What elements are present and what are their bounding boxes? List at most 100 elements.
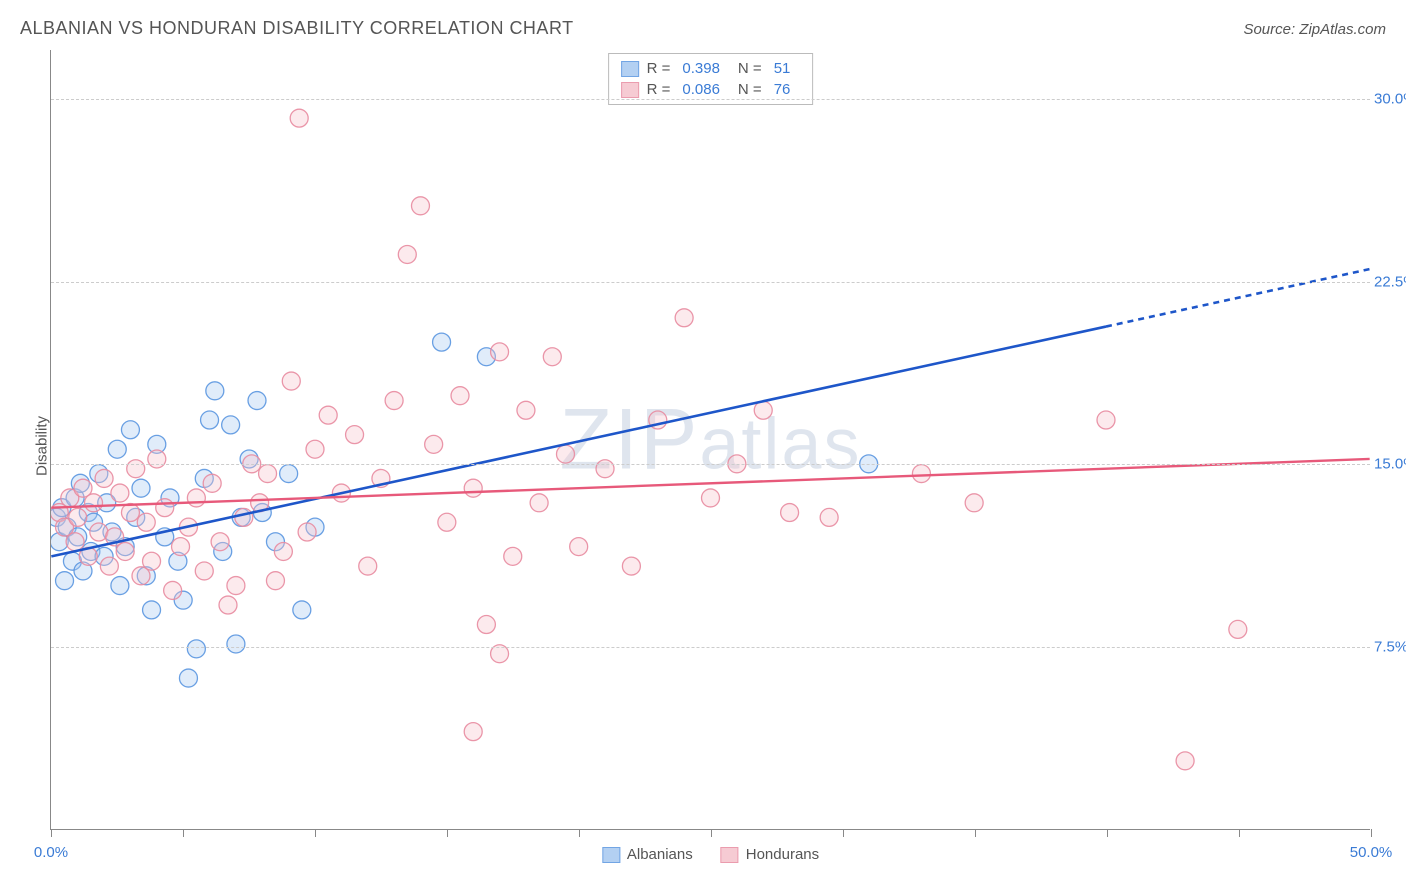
x-tick bbox=[975, 829, 976, 837]
data-point bbox=[477, 348, 495, 366]
data-point bbox=[201, 411, 219, 429]
data-point bbox=[71, 474, 89, 492]
data-point bbox=[290, 109, 308, 127]
data-point bbox=[332, 484, 350, 502]
data-point bbox=[156, 499, 174, 517]
data-point bbox=[85, 513, 103, 531]
data-point bbox=[543, 348, 561, 366]
chart-title: ALBANIAN VS HONDURAN DISABILITY CORRELAT… bbox=[20, 18, 574, 39]
data-point bbox=[100, 557, 118, 575]
data-point bbox=[63, 552, 81, 570]
data-point bbox=[95, 547, 113, 565]
data-point bbox=[227, 635, 245, 653]
trend-line-dashed bbox=[1106, 269, 1370, 326]
data-point bbox=[79, 547, 97, 565]
data-point bbox=[51, 504, 68, 522]
data-point bbox=[156, 528, 174, 546]
data-point bbox=[385, 392, 403, 410]
data-point bbox=[58, 518, 76, 536]
data-point bbox=[179, 518, 197, 536]
gridline bbox=[51, 99, 1370, 100]
data-point bbox=[451, 387, 469, 405]
data-point bbox=[504, 547, 522, 565]
series-legend: Albanians Hondurans bbox=[602, 846, 819, 863]
data-point bbox=[222, 416, 240, 434]
data-point bbox=[79, 504, 97, 522]
data-point bbox=[85, 494, 103, 512]
y-tick-label: 22.5% bbox=[1374, 273, 1406, 290]
y-tick-label: 30.0% bbox=[1374, 90, 1406, 107]
data-point bbox=[195, 469, 213, 487]
data-point bbox=[274, 542, 292, 560]
data-point bbox=[372, 469, 390, 487]
data-point bbox=[702, 489, 720, 507]
n-value-albanians: 51 bbox=[774, 58, 791, 79]
data-point bbox=[1229, 620, 1247, 638]
gridline bbox=[51, 464, 1370, 465]
y-tick-label: 15.0% bbox=[1374, 456, 1406, 473]
data-point bbox=[51, 533, 68, 551]
stats-legend-row-albanians: R = 0.398 N = 51 bbox=[621, 58, 801, 79]
swatch-albanians-icon bbox=[602, 847, 620, 863]
data-point bbox=[227, 577, 245, 595]
data-point bbox=[106, 528, 124, 546]
trend-line bbox=[51, 327, 1106, 557]
data-point bbox=[69, 528, 87, 546]
data-point bbox=[266, 572, 284, 590]
data-point bbox=[172, 538, 190, 556]
data-point bbox=[464, 479, 482, 497]
data-point bbox=[477, 616, 495, 634]
r-value-albanians: 0.398 bbox=[682, 58, 720, 79]
n-label: N = bbox=[738, 79, 762, 100]
data-point bbox=[108, 440, 126, 458]
trend-line bbox=[51, 459, 1369, 508]
x-tick bbox=[315, 829, 316, 837]
data-point bbox=[491, 343, 509, 361]
x-tick bbox=[579, 829, 580, 837]
data-point bbox=[69, 508, 87, 526]
stats-legend: R = 0.398 N = 51 R = 0.086 N = 76 bbox=[608, 53, 814, 105]
data-point bbox=[438, 513, 456, 531]
data-point bbox=[203, 474, 221, 492]
data-point bbox=[912, 465, 930, 483]
data-point bbox=[306, 518, 324, 536]
x-tick bbox=[1371, 829, 1372, 837]
header: ALBANIAN VS HONDURAN DISABILITY CORRELAT… bbox=[20, 18, 1386, 39]
data-point bbox=[66, 533, 84, 551]
data-point bbox=[293, 601, 311, 619]
legend-label-albanians: Albanians bbox=[627, 846, 693, 863]
data-point bbox=[1176, 752, 1194, 770]
data-point bbox=[174, 591, 192, 609]
x-tick-label: 0.0% bbox=[34, 844, 68, 861]
data-point bbox=[161, 489, 179, 507]
data-point bbox=[53, 499, 71, 517]
data-point bbox=[232, 508, 250, 526]
data-point bbox=[66, 489, 84, 507]
data-point bbox=[517, 401, 535, 419]
data-point bbox=[51, 508, 66, 526]
data-point bbox=[248, 392, 266, 410]
x-tick bbox=[51, 829, 52, 837]
data-point bbox=[164, 581, 182, 599]
gridline bbox=[51, 647, 1370, 648]
data-point bbox=[346, 426, 364, 444]
data-point bbox=[622, 557, 640, 575]
data-point bbox=[211, 533, 229, 551]
data-point bbox=[253, 504, 271, 522]
data-point bbox=[148, 435, 166, 453]
data-point bbox=[266, 533, 284, 551]
data-point bbox=[143, 552, 161, 570]
data-point bbox=[61, 489, 79, 507]
data-point bbox=[111, 577, 129, 595]
data-point bbox=[143, 601, 161, 619]
data-point bbox=[306, 440, 324, 458]
x-tick bbox=[1107, 829, 1108, 837]
data-point bbox=[649, 411, 667, 429]
data-point bbox=[206, 382, 224, 400]
data-point bbox=[251, 494, 269, 512]
legend-item-hondurans: Hondurans bbox=[721, 846, 819, 863]
x-tick bbox=[1239, 829, 1240, 837]
source-attribution: Source: ZipAtlas.com bbox=[1243, 21, 1386, 38]
x-tick bbox=[843, 829, 844, 837]
data-point bbox=[95, 469, 113, 487]
